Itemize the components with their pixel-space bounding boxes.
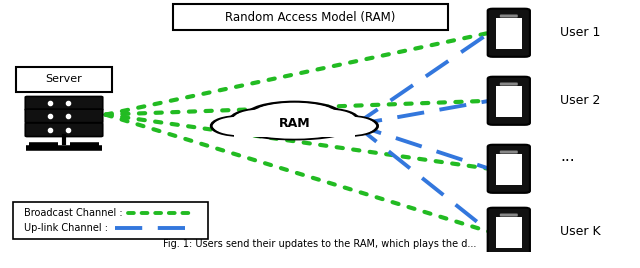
Text: User 2: User 2 — [560, 94, 600, 107]
FancyBboxPatch shape — [496, 154, 522, 185]
Text: User 1: User 1 — [560, 26, 600, 39]
FancyBboxPatch shape — [496, 18, 522, 49]
Ellipse shape — [252, 103, 338, 128]
Text: Fig. 1: Users send their updates to the RAM, which plays the d...: Fig. 1: Users send their updates to the … — [163, 239, 477, 250]
FancyBboxPatch shape — [26, 123, 102, 136]
Text: User K: User K — [560, 225, 600, 238]
FancyBboxPatch shape — [26, 96, 102, 110]
Ellipse shape — [246, 119, 344, 138]
FancyBboxPatch shape — [488, 9, 530, 57]
Ellipse shape — [230, 109, 294, 130]
Text: RAM: RAM — [278, 117, 310, 130]
Ellipse shape — [323, 117, 375, 135]
Ellipse shape — [294, 109, 358, 130]
FancyBboxPatch shape — [16, 67, 112, 92]
FancyBboxPatch shape — [173, 4, 448, 30]
FancyBboxPatch shape — [488, 145, 530, 193]
Text: Broadcast Channel :: Broadcast Channel : — [24, 209, 122, 218]
Text: Random Access Model (RAM): Random Access Model (RAM) — [225, 10, 396, 24]
Ellipse shape — [240, 118, 349, 139]
FancyBboxPatch shape — [500, 214, 518, 217]
Text: Server: Server — [45, 74, 83, 84]
FancyBboxPatch shape — [496, 86, 522, 117]
Text: Up-link Channel :: Up-link Channel : — [24, 223, 108, 233]
FancyBboxPatch shape — [488, 208, 530, 256]
FancyBboxPatch shape — [496, 217, 522, 248]
FancyBboxPatch shape — [488, 77, 530, 125]
Ellipse shape — [320, 116, 378, 136]
FancyBboxPatch shape — [500, 151, 518, 154]
Text: ...: ... — [560, 149, 575, 164]
FancyBboxPatch shape — [500, 83, 518, 85]
Ellipse shape — [214, 117, 266, 135]
FancyBboxPatch shape — [234, 122, 355, 137]
Ellipse shape — [246, 102, 342, 130]
FancyBboxPatch shape — [13, 202, 208, 239]
Ellipse shape — [234, 110, 291, 129]
FancyBboxPatch shape — [500, 14, 518, 17]
Ellipse shape — [298, 110, 355, 129]
FancyBboxPatch shape — [26, 109, 102, 123]
Ellipse shape — [211, 116, 269, 136]
